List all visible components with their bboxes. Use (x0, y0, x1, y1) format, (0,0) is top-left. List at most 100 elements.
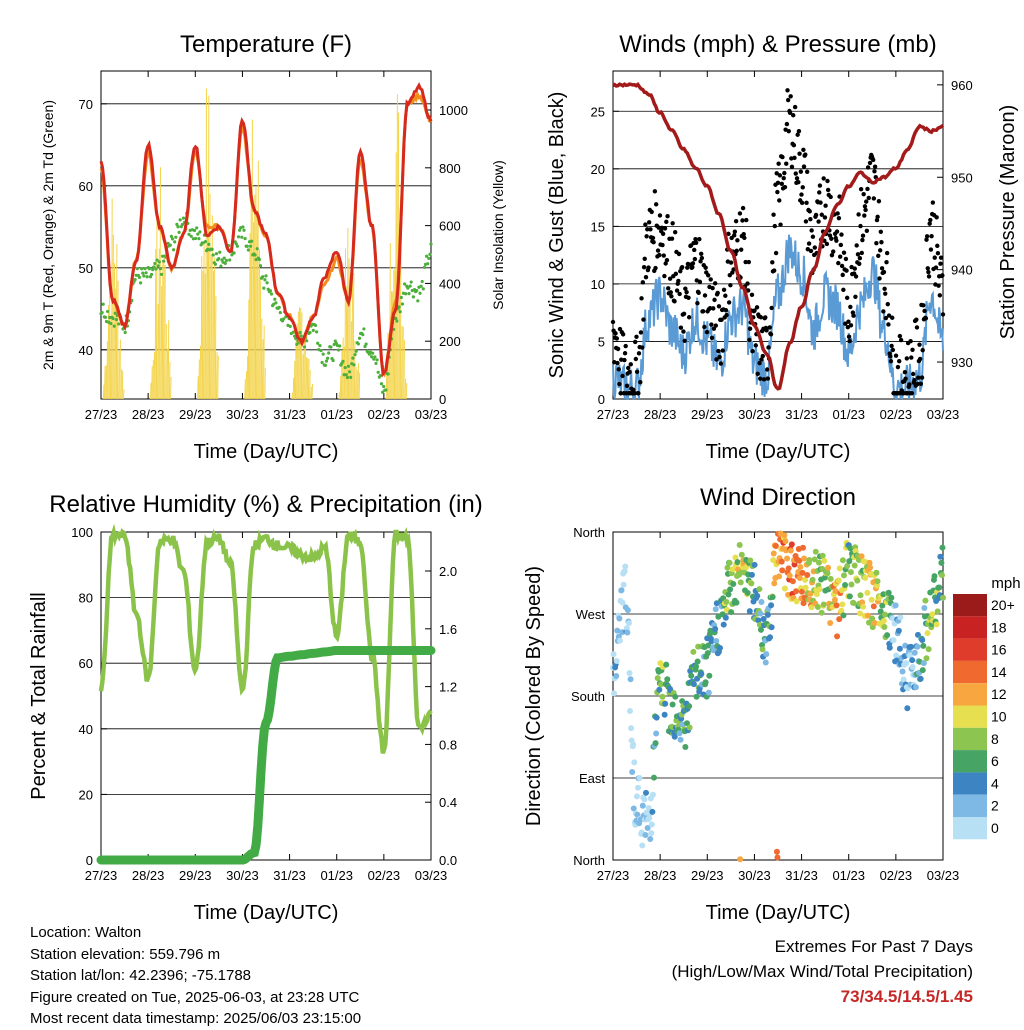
gust-point (789, 164, 795, 169)
gust-point (817, 183, 823, 188)
gust-point (795, 132, 800, 137)
humidity-y2-tick-label: 1.6 (439, 622, 457, 637)
direction-point (708, 638, 715, 645)
dewpoint-point (375, 358, 379, 362)
dewpoint-point (362, 327, 366, 331)
dewpoint-point (241, 225, 245, 229)
gust-point (918, 381, 923, 387)
legend-label: 8 (991, 731, 999, 747)
dewpoint-point (223, 261, 227, 265)
direction-x-tick-label: 03/23 (927, 868, 960, 883)
solar-insolation-trace (245, 371, 248, 400)
solar-insolation-trace (254, 187, 257, 400)
gust-point (935, 250, 941, 256)
solar-insolation-trace (259, 276, 262, 400)
direction-point (763, 651, 770, 658)
gust-point (626, 365, 631, 371)
gust-point (634, 369, 640, 375)
direction-point (744, 589, 751, 596)
direction-point (648, 821, 655, 828)
direction-point (628, 725, 635, 732)
extremes-heading: Extremes For Past 7 Days (774, 937, 973, 956)
dewpoint-point (411, 295, 415, 299)
gust-point (888, 359, 894, 364)
gust-point (836, 215, 842, 221)
solar-insolation-trace (198, 359, 200, 400)
direction-point (897, 614, 904, 621)
gust-point (860, 237, 865, 243)
gust-point (638, 330, 644, 335)
direction-point (800, 600, 807, 607)
gust-point (914, 325, 920, 330)
chart-marks: 27/23 28/23 29/23 30/23 31/23 01/23 02/23 03/23… (71, 71, 1015, 883)
temperature-x-tick-label: 03/23 (415, 407, 448, 422)
dewpoint-point (145, 275, 149, 279)
gust-point (723, 293, 728, 298)
gust-point (772, 223, 778, 229)
solar-insolation-trace (152, 359, 154, 400)
solar-insolation-trace (263, 325, 265, 400)
gust-point (623, 343, 628, 349)
gust-point (890, 315, 895, 320)
gust-point (912, 377, 917, 383)
dewpoint-point (156, 264, 160, 268)
gust-point (922, 308, 927, 314)
gust-point (763, 315, 768, 320)
gust-point (890, 347, 896, 353)
gust-point (801, 164, 807, 169)
gust-point (693, 240, 699, 245)
direction-point (793, 588, 800, 595)
solar-insolation-trace (212, 271, 215, 400)
direction-point (734, 559, 741, 566)
gust-point (765, 376, 771, 381)
gust-point (925, 266, 930, 271)
dewpoint-point (298, 330, 302, 335)
solar-insolation-trace (358, 372, 361, 400)
gust-point (749, 292, 755, 298)
solar-insolation-trace (311, 384, 314, 400)
dewpoint-point (236, 235, 241, 239)
solar-insolation-trace (108, 277, 111, 400)
solar-insolation-trace (214, 296, 217, 400)
solar-insolation-trace (109, 315, 112, 400)
gust-point (679, 264, 685, 270)
direction-point (619, 599, 626, 606)
direction-point (633, 793, 640, 800)
dewpoint-point (262, 286, 266, 290)
gust-point (917, 342, 922, 347)
gust-point (636, 391, 641, 396)
gust-point (617, 381, 622, 387)
gust-point (643, 222, 648, 227)
dewpoint-point (421, 287, 425, 291)
gust-point (824, 241, 830, 247)
gust-point (904, 356, 910, 361)
direction-title: Wind Direction (700, 484, 856, 511)
direction-point (611, 690, 618, 697)
gust-point (653, 202, 659, 207)
gust-point (769, 305, 774, 311)
dewpoint-point (345, 375, 349, 380)
dewpoint-point (349, 375, 353, 380)
gust-point (855, 252, 861, 257)
gust-point (617, 326, 623, 332)
gust-point (774, 171, 779, 176)
dewpoint-point (217, 257, 221, 261)
solar-insolation-trace (213, 257, 216, 400)
direction-point (771, 580, 778, 587)
gust-point (886, 322, 891, 327)
direction-x-tick-label: 02/23 (880, 868, 913, 883)
direction-point (662, 700, 669, 707)
direction-point (847, 569, 854, 576)
solar-insolation-trace (166, 348, 169, 400)
gust-point (728, 260, 734, 265)
direction-point (738, 551, 745, 558)
dewpoint-point (323, 363, 327, 367)
gust-point (664, 219, 669, 225)
dewpoint-point (305, 339, 309, 343)
winds-y-tick-label: 5 (598, 334, 605, 349)
gust-point (828, 194, 833, 200)
gust-point (874, 217, 880, 223)
solar-insolation-trace (106, 341, 108, 400)
solar-insolation-trace (249, 233, 251, 400)
